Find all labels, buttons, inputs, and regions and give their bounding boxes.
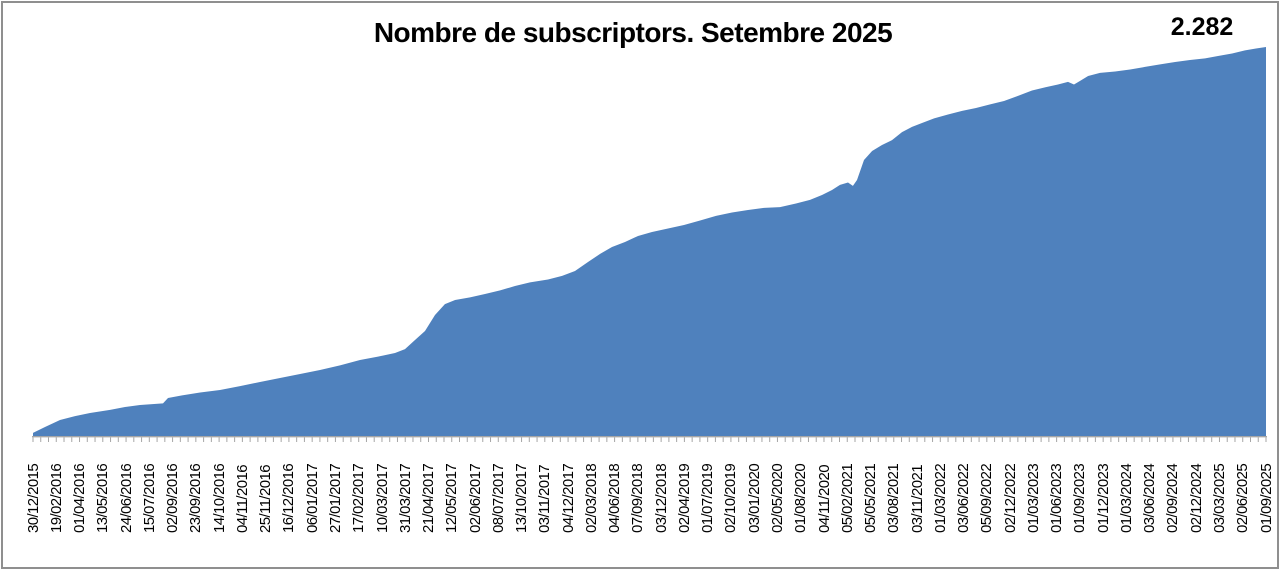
x-axis-label: 01/04/2016 (71, 463, 88, 533)
x-axis-label: 02/05/2020 (769, 463, 786, 533)
x-axis-label: 02/10/2019 (722, 463, 740, 533)
x-axis-label: 01/03/2023 (1024, 463, 1042, 533)
x-axis-label: 06/01/2017 (303, 463, 321, 533)
x-axis-label: 16/12/2016 (280, 463, 298, 533)
x-axis-label: 13/10/2017 (513, 463, 530, 533)
x-axis-label: 03/01/2020 (745, 463, 763, 533)
x-axis-label: 02/12/2022 (1001, 463, 1019, 533)
x-axis-label: 04/12/2017 (559, 463, 577, 533)
x-axis-label: 27/01/2017 (326, 463, 344, 533)
x-axis-label: 13/05/2016 (94, 463, 112, 533)
subscribers-area-series (33, 47, 1266, 436)
x-axis-label: 10/03/2017 (373, 463, 391, 533)
x-axis-label: 02/06/2017 (466, 463, 484, 533)
x-axis-label: 17/02/2017 (350, 463, 368, 533)
x-axis-label: 03/06/2024 (1141, 463, 1159, 533)
x-axis-label: 01/08/2020 (792, 463, 810, 533)
x-axis-label: 30/12/2015 (24, 463, 42, 533)
x-axis-label: 03/11/2021 (908, 465, 926, 533)
x-axis-label: 05/09/2022 (978, 463, 996, 533)
x-axis-label: 23/09/2016 (187, 463, 205, 533)
x-axis-label: 01/12/2023 (1094, 463, 1112, 533)
x-axis-label: 04/11/2016 (233, 465, 251, 533)
x-axis-label: 01/07/2019 (699, 463, 717, 533)
x-axis-label: 02/06/2025 (1234, 463, 1252, 533)
x-axis-label: 05/05/2021 (862, 463, 879, 533)
x-axis-label: 01/09/2023 (1071, 463, 1089, 533)
x-axis-label: 07/09/2018 (629, 463, 647, 533)
x-axis-label: 03/11/2017 (536, 465, 554, 533)
x-axis-label: 02/09/2024 (1164, 463, 1182, 533)
x-axis-label: 04/11/2020 (815, 465, 833, 533)
x-axis-label: 03/08/2021 (885, 463, 903, 533)
x-axis-label: 25/11/2016 (257, 465, 275, 533)
x-axis-label: 02/12/2024 (1187, 463, 1205, 533)
x-axis-label: 31/03/2017 (396, 463, 414, 533)
x-axis-label: 08/07/2017 (489, 463, 507, 533)
x-axis-label: 14/10/2016 (210, 463, 228, 533)
x-axis-label: 03/06/2022 (955, 463, 973, 533)
x-axis-label: 19/02/2016 (47, 463, 65, 533)
x-axis-label: 15/07/2016 (140, 463, 158, 533)
x-axis-label: 01/06/2023 (1048, 463, 1066, 533)
chart-title: Nombre de subscriptors. Setembre 2025 (373, 17, 893, 48)
x-axis-ticks (32, 437, 1267, 442)
x-axis-label: 02/04/2019 (675, 463, 693, 533)
x-axis-label: 01/03/2024 (1117, 463, 1135, 533)
x-axis-label: 02/03/2018 (582, 463, 600, 533)
x-axis-label: 21/04/2017 (420, 463, 437, 533)
x-axis-label: 02/09/2016 (164, 463, 182, 533)
x-axis-label: 03/03/2025 (1211, 463, 1228, 533)
x-axis-label: 12/05/2017 (443, 463, 461, 533)
x-axis-label: 24/06/2016 (117, 463, 135, 533)
x-axis-label: 05/02/2021 (838, 463, 856, 533)
x-axis-label: 03/12/2018 (652, 463, 670, 533)
end-value-label: 2.282 (1170, 13, 1234, 41)
x-axis-label: 01/09/2025 (1257, 463, 1275, 533)
x-axis-label: 04/06/2018 (606, 463, 624, 533)
x-axis-label: 01/03/2022 (931, 463, 949, 533)
